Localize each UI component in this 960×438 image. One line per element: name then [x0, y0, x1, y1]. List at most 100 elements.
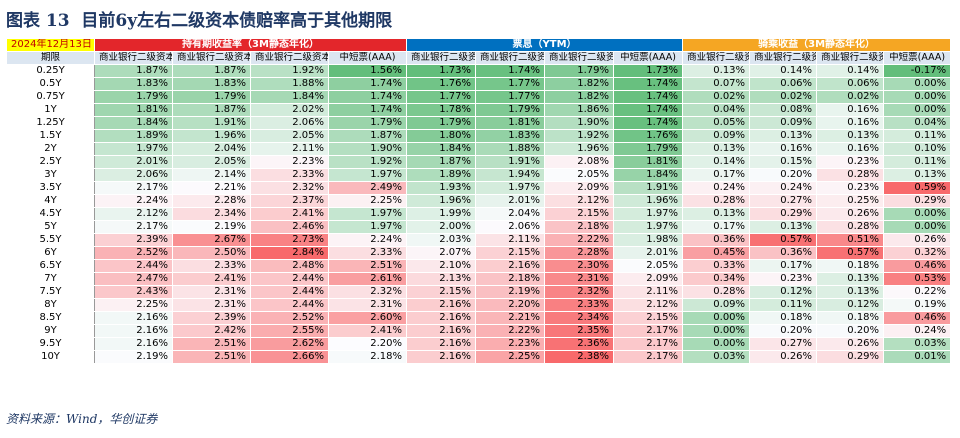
value-cell: 0.29% — [883, 194, 952, 208]
value-cell: 2.32% — [250, 181, 329, 195]
value-cell: 0.24% — [883, 324, 952, 338]
column-header: 商业银行二级资本债(AAA-) — [406, 51, 477, 65]
value-cell: 0.13% — [883, 168, 952, 182]
data-row: 6Y 2.52% 2.50% 2.84% 2.33% 2.07% 2.15% 2.28% 2.0… — [6, 246, 952, 260]
value-cell: 1.99% — [406, 207, 477, 221]
value-cell: 2.18% — [544, 220, 615, 234]
value-cell: 1.86% — [544, 103, 615, 117]
value-cell: 2.41% — [327, 324, 408, 338]
value-cell: 0.26% — [749, 350, 818, 364]
value-cell: 1.89% — [94, 129, 173, 143]
term-cell: 7Y — [6, 272, 95, 286]
data-row: 10Y 2.19% 2.51% 2.66% 2.18% 2.16% 2.25% 2.38% 2.… — [6, 350, 952, 364]
term-cell: 7.5Y — [6, 285, 95, 299]
value-cell: 0.01% — [883, 350, 952, 364]
value-cell: 2.33% — [327, 246, 408, 260]
value-cell: 1.91% — [475, 155, 546, 169]
value-cell: 0.28% — [816, 168, 885, 182]
value-cell: 0.18% — [816, 311, 885, 325]
value-cell: 2.16% — [406, 337, 477, 351]
value-cell: 0.00% — [883, 77, 952, 91]
data-row: 3.5Y 2.17% 2.21% 2.32% 2.49% 1.93% 1.97% 2.09% 1… — [6, 181, 952, 195]
value-cell: 0.10% — [883, 142, 952, 156]
value-cell: 2.01% — [475, 194, 546, 208]
value-cell: 1.97% — [327, 168, 408, 182]
value-cell: 1.92% — [250, 64, 329, 78]
value-cell: 2.31% — [327, 298, 408, 312]
column-header: 商业银行二级资本债(AA+) — [749, 51, 818, 65]
column-header: 中短票(AAA) — [327, 51, 408, 65]
data-row: 9Y 2.16% 2.42% 2.55% 2.41% 2.16% 2.22% 2.35% 2.1… — [6, 324, 952, 338]
value-cell: 0.00% — [682, 324, 751, 338]
value-cell: 0.13% — [749, 129, 818, 143]
value-cell: 2.17% — [613, 350, 684, 364]
term-cell: 6Y — [6, 246, 95, 260]
column-header: 中短票(AAA) — [883, 51, 952, 65]
value-cell: 2.00% — [406, 220, 477, 234]
value-cell: 1.87% — [327, 129, 408, 143]
value-cell: 0.17% — [682, 168, 751, 182]
value-cell: 0.13% — [816, 272, 885, 286]
value-cell: 2.16% — [406, 324, 477, 338]
value-cell: 1.74% — [613, 77, 684, 91]
value-cell: 2.09% — [544, 181, 615, 195]
value-cell: 0.29% — [749, 207, 818, 221]
value-cell: 2.46% — [250, 220, 329, 234]
data-row: 7.5Y 2.43% 2.31% 2.44% 2.32% 2.15% 2.19% 2.32% 2… — [6, 285, 952, 299]
value-cell: 2.06% — [475, 220, 546, 234]
value-cell: 0.06% — [816, 77, 885, 91]
value-cell: 0.00% — [883, 207, 952, 221]
data-row: 2.5Y 2.01% 2.05% 2.23% 1.92% 1.87% 1.91% 2.08% 1… — [6, 155, 952, 169]
data-row: 6.5Y 2.44% 2.33% 2.48% 2.51% 2.10% 2.16% 2.30% 2… — [6, 259, 952, 273]
value-cell: 0.45% — [682, 246, 751, 260]
value-cell: 2.41% — [172, 272, 251, 286]
value-cell: 0.11% — [883, 129, 952, 143]
data-row: 8Y 2.25% 2.31% 2.44% 2.31% 2.16% 2.20% 2.33% 2.1… — [6, 298, 952, 312]
value-cell: 2.04% — [172, 142, 251, 156]
value-cell: 2.09% — [613, 272, 684, 286]
value-cell: 0.28% — [682, 194, 751, 208]
value-cell: 0.26% — [883, 233, 952, 247]
value-cell: 1.80% — [406, 129, 477, 143]
data-row: 7Y 2.47% 2.41% 2.44% 2.61% 2.13% 2.18% 2.31% 2.0… — [6, 272, 952, 286]
group-header: 持有期收益率（3M静态年化） — [93, 38, 408, 52]
value-cell: 2.17% — [94, 220, 173, 234]
value-cell: 1.79% — [406, 116, 477, 130]
value-cell: 0.03% — [883, 337, 952, 351]
value-cell: 2.16% — [406, 298, 477, 312]
value-cell: 2.05% — [613, 259, 684, 273]
value-cell: 2.62% — [250, 337, 329, 351]
value-cell: 1.87% — [172, 103, 251, 117]
data-row: 3Y 2.06% 2.14% 2.33% 1.97% 1.89% 1.94% 2.05% 1.8… — [6, 168, 952, 182]
value-cell: 2.07% — [406, 246, 477, 260]
value-cell: 1.92% — [544, 129, 615, 143]
value-cell: 2.04% — [475, 207, 546, 221]
value-cell: 2.12% — [94, 207, 173, 221]
value-cell: 0.02% — [749, 90, 818, 104]
column-header-row: 期限商业银行二级资本债(AAA-)商业银行二级资本债(AA+)商业银行二级资本债… — [6, 51, 952, 65]
value-cell: 1.77% — [406, 90, 477, 104]
value-cell: 0.08% — [749, 103, 818, 117]
value-cell: 2.37% — [250, 194, 329, 208]
value-cell: 1.79% — [94, 90, 173, 104]
value-cell: 0.13% — [682, 207, 751, 221]
data-row: 4Y 2.24% 2.28% 2.37% 2.25% 1.96% 2.01% 2.12% 1.9… — [6, 194, 952, 208]
value-cell: 1.96% — [406, 194, 477, 208]
value-cell: 0.25% — [816, 194, 885, 208]
value-cell: 1.79% — [475, 103, 546, 117]
value-cell: 1.77% — [475, 77, 546, 91]
value-cell: 2.28% — [544, 246, 615, 260]
value-cell: 1.89% — [406, 168, 477, 182]
value-cell: 0.13% — [816, 129, 885, 143]
value-cell: 2.13% — [406, 272, 477, 286]
value-cell: 0.18% — [749, 311, 818, 325]
value-cell: 2.11% — [475, 233, 546, 247]
value-cell: 2.11% — [613, 285, 684, 299]
term-cell: 4Y — [6, 194, 95, 208]
value-cell: 2.22% — [475, 324, 546, 338]
value-cell: 1.78% — [406, 103, 477, 117]
value-cell: 0.17% — [682, 220, 751, 234]
value-cell: 2.23% — [250, 155, 329, 169]
value-cell: 2.01% — [613, 246, 684, 260]
data-row: 4.5Y 2.12% 2.34% 2.41% 1.97% 1.99% 2.04% 2.15% 1… — [6, 207, 952, 221]
